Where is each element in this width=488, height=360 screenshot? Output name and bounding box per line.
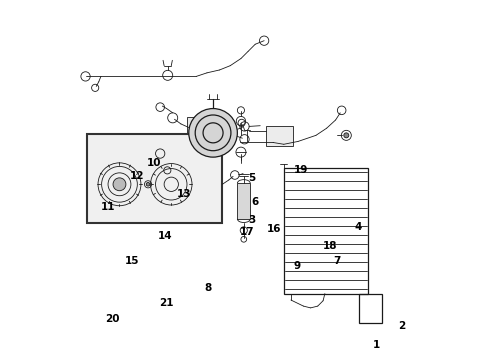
Text: 10: 10 [147, 158, 162, 168]
Text: 16: 16 [266, 224, 281, 234]
Bar [237, 183, 250, 219]
Bar [265, 126, 292, 146]
Text: 15: 15 [124, 256, 139, 266]
Text: 9: 9 [293, 261, 300, 271]
Text: 20: 20 [105, 314, 120, 324]
Circle shape [343, 133, 348, 138]
Bar [86, 134, 222, 223]
Text: 6: 6 [250, 197, 258, 207]
Text: 19: 19 [293, 165, 307, 175]
Circle shape [188, 109, 237, 157]
Text: 12: 12 [130, 171, 144, 181]
Circle shape [113, 178, 125, 191]
Text: 11: 11 [101, 202, 115, 212]
Text: 1: 1 [372, 340, 380, 350]
Bar [187, 117, 217, 153]
Text: 17: 17 [240, 227, 254, 237]
Text: 13: 13 [176, 189, 191, 199]
Text: 18: 18 [322, 241, 337, 251]
Text: 2: 2 [397, 321, 405, 331]
Bar [283, 168, 367, 294]
Text: 7: 7 [333, 256, 340, 266]
Text: 21: 21 [159, 298, 174, 308]
Text: 14: 14 [158, 231, 172, 242]
Circle shape [146, 183, 149, 186]
Text: 8: 8 [204, 283, 211, 293]
Text: 4: 4 [354, 222, 361, 232]
Text: 5: 5 [247, 173, 255, 183]
Bar [358, 294, 381, 323]
Text: 3: 3 [247, 215, 255, 225]
